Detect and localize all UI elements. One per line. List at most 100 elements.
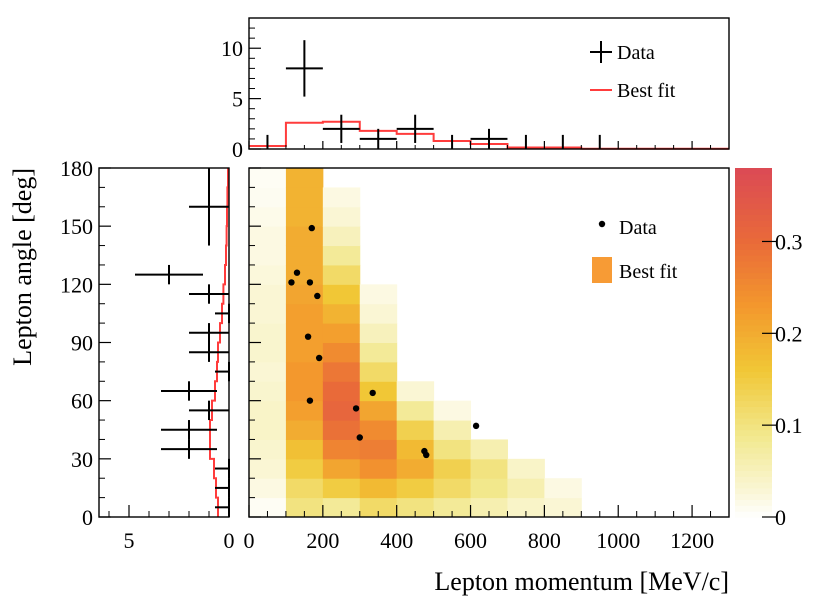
- main-x-tick-label-1000: 1000: [596, 528, 640, 553]
- colorbar-segment-20: [735, 394, 772, 402]
- colorbar-segment-31: [735, 330, 772, 338]
- heatmap-cell-0-0: [249, 497, 287, 518]
- colorbar-segment-50: [735, 220, 772, 227]
- colorbar-segment-57: [735, 179, 772, 186]
- colorbar-segment-14: [735, 429, 772, 437]
- top-y-tick-label-5: 5: [232, 87, 243, 112]
- heatmap-cell-7-1: [507, 478, 545, 499]
- main-x-tick-label-1200: 1200: [670, 528, 714, 553]
- heatmap-cell-2-12: [322, 264, 361, 285]
- left-y-tick-label-120: 120: [60, 272, 93, 297]
- colorbar-segment-42: [735, 266, 772, 274]
- main-data-point-4: [314, 292, 321, 300]
- colorbar-segment-34: [735, 313, 772, 320]
- main-data-point-0: [308, 224, 315, 232]
- colorbar-segment-19: [735, 400, 772, 407]
- heatmap-cell-1-12: [285, 264, 324, 285]
- left-y-tick-label-180: 180: [60, 156, 93, 181]
- heatmap-cell-0-4: [249, 420, 287, 440]
- heatmap-cell-4-5: [396, 400, 435, 421]
- colorbar-segment-45: [735, 249, 772, 256]
- main-data-point-10: [472, 422, 480, 430]
- heatmap-cell-1-1: [285, 478, 324, 499]
- colorbar-segment-36: [735, 301, 772, 309]
- left-best-fit: [209, 168, 229, 517]
- heatmap-cell-1-10: [285, 303, 324, 324]
- heatmap-cell-3-7: [359, 361, 398, 382]
- heatmap-cell-6-3: [470, 439, 508, 460]
- heatmap-cell-8-1: [544, 478, 582, 499]
- y-axis-title: Lepton angle [deg]: [8, 168, 37, 366]
- colorbar-segment-13: [735, 435, 772, 442]
- main-data-point-13: [423, 451, 430, 459]
- tick-labels: 0 200 400 600 800 1000 12000306090120150180051…: [60, 36, 803, 553]
- colorbar-segment-33: [735, 319, 772, 326]
- main-data-point-5: [304, 333, 312, 340]
- colorbar-segment-40: [735, 278, 772, 285]
- heatmap-cell-2-2: [322, 458, 361, 479]
- heatmap-cell-2-9: [322, 323, 361, 343]
- heatmap-cell-2-16: [322, 187, 361, 208]
- top-legend: Data Best fit: [590, 41, 676, 102]
- heatmap-cell-2-0: [322, 497, 361, 518]
- colorbar-segment-1: [735, 505, 772, 512]
- heatmap-cell-0-14: [249, 226, 287, 247]
- colorbar-segment-43: [735, 261, 772, 268]
- heatmap-cell-0-16: [249, 187, 287, 208]
- colorbar-segment-37: [735, 295, 772, 303]
- main-data-point-7: [369, 389, 376, 397]
- main-data-point-2: [288, 279, 295, 286]
- colorbar-tick-label-0: 0: [775, 505, 786, 530]
- heatmap-cell-1-11: [285, 284, 324, 305]
- main-data-point-3: [306, 279, 314, 286]
- heatmap-cell-2-3: [322, 439, 361, 460]
- main-data-point-8: [306, 397, 314, 404]
- main-legend-data-label: Data: [619, 217, 657, 239]
- main-data-point-6: [315, 354, 323, 362]
- heatmap-cell-2-11: [322, 284, 361, 305]
- heatmap-cell-0-11: [249, 284, 287, 305]
- heatmap-cell-1-9: [285, 323, 324, 343]
- colorbar-segment-22: [735, 383, 772, 390]
- heatmap-cell-6-2: [470, 458, 508, 479]
- ticks: [99, 27, 776, 518]
- heatmap-cell-1-16: [285, 187, 324, 208]
- main-x-tick-label-200: 200: [306, 528, 339, 553]
- heatmap-cell-1-17: [285, 168, 324, 188]
- top-y-tick-label-10: 10: [221, 36, 243, 61]
- colorbar-tick-label-0.1: 0.1: [775, 413, 803, 438]
- colorbar-segment-24: [735, 371, 772, 378]
- heatmap-cell-0-5: [249, 400, 287, 421]
- heatmap-cell-4-6: [396, 381, 435, 402]
- heatmap-cell-1-7: [285, 361, 324, 382]
- colorbar-segment-12: [735, 441, 772, 448]
- colorbar-segment-28: [735, 348, 772, 355]
- heatmap-cell-5-1: [433, 478, 472, 499]
- main-data-point-1: [293, 269, 301, 276]
- colorbar-segment-58: [735, 173, 772, 181]
- colorbar-segment-59: [735, 168, 772, 175]
- colorbar-segment-39: [735, 284, 772, 291]
- heatmap-cells: [249, 168, 582, 518]
- colorbar-segment-0: [735, 511, 772, 518]
- left-x-tick-label-5: 5: [124, 528, 135, 553]
- colorbar-segment-44: [735, 255, 772, 262]
- heatmap-cell-3-6: [359, 381, 398, 402]
- heatmap-cell-3-3: [359, 439, 398, 460]
- colorbar-segment-4: [735, 487, 772, 495]
- heatmap-cell-3-9: [359, 323, 398, 343]
- colorbar-segment-15: [735, 423, 772, 431]
- heatmap-cell-4-2: [396, 458, 435, 479]
- heatmap-cell-1-3: [285, 439, 324, 460]
- heatmap-cell-2-15: [322, 206, 361, 227]
- colorbar-segment-10: [735, 453, 772, 460]
- main-x-tick-label-0: 0: [244, 528, 255, 553]
- main-legend-data-dot: [598, 220, 606, 228]
- colorbar-segment-18: [735, 406, 772, 413]
- heatmap-cell-5-5: [433, 400, 472, 421]
- colorbar-segment-27: [735, 354, 772, 361]
- colorbar-segment-41: [735, 272, 772, 280]
- main-legend: Data Best fit: [592, 217, 678, 283]
- colorbar-segment-29: [735, 342, 772, 349]
